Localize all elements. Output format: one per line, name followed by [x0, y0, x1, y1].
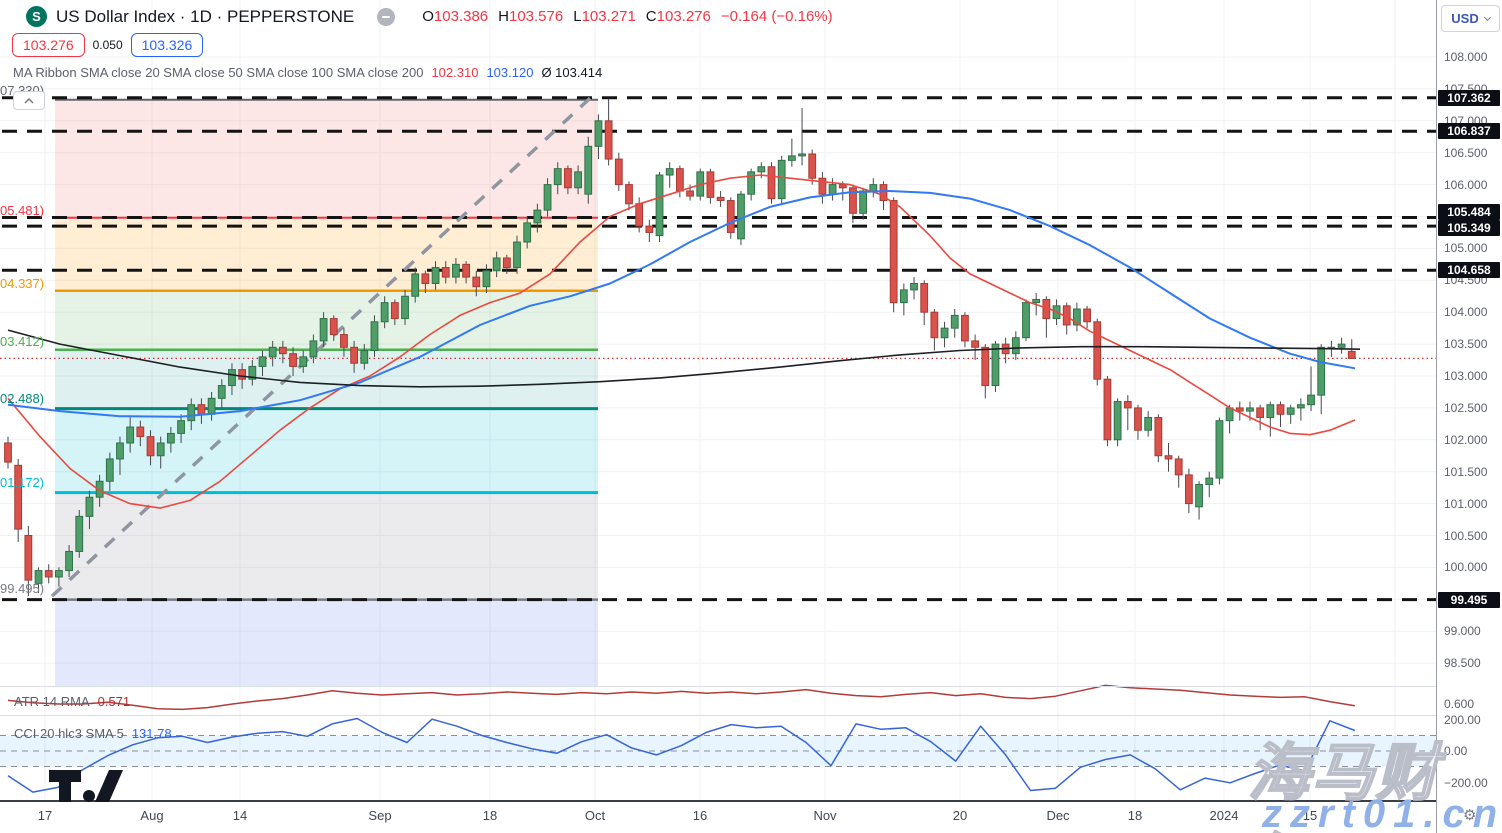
price-level-label: 104.658: [1438, 262, 1500, 279]
ma-ribbon-legend[interactable]: MA Ribbon SMA close 20 SMA close 50 SMA …: [13, 65, 602, 80]
symbol-logo-icon: S: [26, 6, 47, 27]
ma-line-sma20: [7, 174, 1356, 509]
price-tick: 100.500: [1444, 528, 1488, 543]
cci-legend[interactable]: CCI 20 hlc3 SMA 5 131.78: [14, 726, 172, 741]
collapse-pane-button[interactable]: [13, 91, 45, 110]
price-tick: 101.000: [1444, 496, 1488, 511]
indicator-tick: 0.600: [1444, 697, 1475, 711]
time-tick: Oct: [584, 808, 606, 823]
price-tick: 108.000: [1444, 50, 1488, 64]
pane-separator-atr-cci[interactable]: [0, 715, 1502, 716]
cci-title: CCI 20 hlc3 SMA 5: [14, 726, 124, 741]
chart-canvas[interactable]: [0, 0, 1436, 800]
settings-gear-icon[interactable]: ⚙: [1463, 807, 1477, 824]
price-tick: 99.000: [1444, 624, 1481, 639]
ma-line-sma100: [7, 190, 1356, 418]
fib-level-label: 04.337): [0, 276, 45, 291]
price-tick: 102.000: [1444, 432, 1488, 447]
price-tick: 106.500: [1444, 145, 1488, 160]
indicator-tick: −200.00: [1444, 776, 1488, 790]
price-tick: 103.000: [1444, 369, 1488, 383]
time-tick: 18: [482, 808, 498, 823]
time-tick: 16: [692, 808, 708, 823]
change-value: −0.164 (−0.16%): [720, 8, 833, 25]
symbol-header: S US Dollar Index · 1D · PEPPERSTONE O10…: [26, 6, 833, 27]
time-tick: 17: [37, 808, 53, 823]
time-axis-separator: [0, 800, 1502, 802]
chevron-down-icon: [1483, 13, 1491, 22]
price-tick: 103.500: [1444, 337, 1488, 352]
indicator-tick: 0.00: [1444, 744, 1468, 758]
pane-separator-main-atr[interactable]: [0, 686, 1502, 687]
sell-button[interactable]: 103.276: [12, 33, 85, 57]
cci-value: 131.78: [131, 726, 172, 741]
ohlc-values: O103.386 H103.576 L103.271 C103.276 −0.1…: [422, 8, 833, 25]
price-scale[interactable]: USD 108.000 107.500 107.000 106.500 106.000 1…: [1436, 0, 1502, 833]
fib-level-label: 05.481): [0, 203, 45, 218]
price-level-label: 107.362: [1438, 89, 1500, 106]
price-tick: 102.500: [1444, 400, 1488, 415]
time-tick: 15: [1302, 808, 1318, 823]
buy-button[interactable]: 103.326: [130, 33, 204, 57]
currency-selector[interactable]: USD: [1441, 5, 1500, 32]
price-level-label: 105.484: [1438, 203, 1500, 220]
fib-level-label: 99.495): [0, 581, 45, 596]
low-value: 103.271: [581, 8, 636, 25]
time-tick: Aug: [140, 808, 164, 823]
fib-level-label: 01.172): [0, 475, 45, 490]
atr-title: ATR 14 RMA: [14, 694, 90, 709]
indicator-tick: 200.00: [1444, 713, 1481, 727]
candles: [4, 98, 1356, 597]
dashed-price-levels: [2, 96, 1436, 602]
ma-value-blue: 103.120: [486, 65, 534, 80]
ma-value-average: Ø 103.414: [541, 65, 603, 80]
time-tick: Dec: [1046, 808, 1070, 823]
market-status-icon[interactable]: [377, 7, 396, 26]
time-tick: 2024: [1209, 808, 1239, 823]
atr-value: 0.571: [97, 694, 131, 709]
ma-value-red: 102.310: [431, 65, 479, 80]
time-tick: Sep: [368, 808, 392, 823]
time-tick: Nov: [813, 808, 837, 823]
close-value: 103.276: [656, 8, 711, 25]
spread-value: 0.050: [92, 38, 123, 52]
symbol-title[interactable]: US Dollar Index · 1D · PEPPERSTONE: [56, 6, 355, 26]
trendline: [50, 89, 600, 598]
fib-retracement-zones: [55, 98, 598, 686]
price-level-label: 106.837: [1438, 123, 1500, 140]
time-tick: 14: [232, 808, 248, 823]
time-tick: 18: [1127, 808, 1143, 823]
chevron-up-icon: [24, 97, 34, 104]
atr-legend[interactable]: ATR 14 RMA 0.571: [14, 694, 130, 709]
currency-label: USD: [1451, 11, 1479, 26]
price-tick: 104.000: [1444, 305, 1488, 320]
price-tick: 98.500: [1444, 656, 1481, 671]
time-tick: 20: [952, 808, 968, 823]
fib-level-label: 03.412): [0, 334, 45, 349]
ma-line-sma200: [7, 329, 1361, 388]
fib-level-label: 02.488): [0, 391, 45, 406]
price-tick: 101.500: [1444, 464, 1488, 479]
trade-buttons: 103.276 0.050 103.326: [12, 33, 204, 57]
ma-ribbon-title: MA Ribbon SMA close 20 SMA close 50 SMA …: [13, 65, 424, 80]
tradingview-logo[interactable]: [47, 768, 135, 804]
price-tick: 106.000: [1444, 177, 1488, 192]
price-level-label: 99.495: [1438, 591, 1500, 608]
high-value: 103.576: [508, 8, 564, 25]
cci-pane: [0, 717, 1436, 793]
atr-pane: [7, 684, 1355, 711]
price-level-label: 105.349: [1438, 220, 1500, 237]
open-value: 103.386: [433, 8, 489, 25]
price-tick: 100.000: [1444, 560, 1488, 575]
price-tick: 105.000: [1444, 241, 1488, 256]
